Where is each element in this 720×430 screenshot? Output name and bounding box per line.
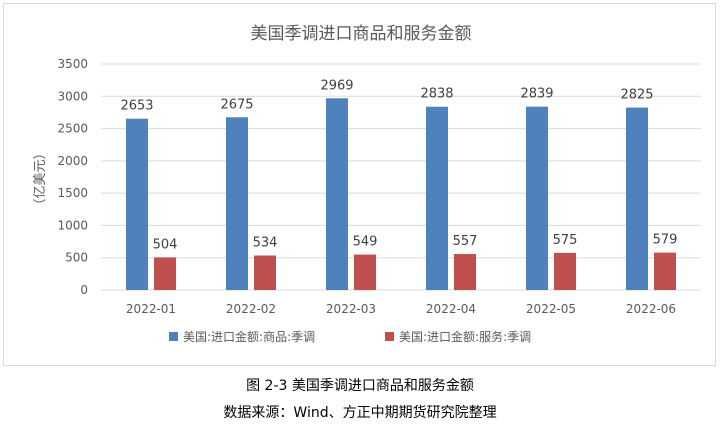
y-tick-label: 500	[65, 251, 88, 265]
legend-label-series2: 美国:进口金额:服务:季调	[399, 329, 531, 344]
legend-swatch-series1	[169, 332, 178, 341]
x-tick-label: 2022-04	[426, 302, 476, 316]
data-label: 504	[153, 237, 178, 252]
x-tick-label: 2022-02	[226, 302, 276, 316]
data-label: 557	[453, 234, 478, 249]
legend-swatch-series2	[385, 332, 394, 341]
source-caption: 数据来源：Wind、方正中期期货研究院整理	[223, 405, 497, 421]
data-label: 2825	[620, 88, 653, 103]
bar-series2	[654, 252, 676, 290]
y-tick-label: 0	[80, 283, 88, 297]
y-tick-label: 3000	[57, 89, 88, 103]
bar-series1	[426, 106, 448, 291]
chart-title: 美国季调进口商品和服务金额	[251, 24, 472, 44]
bar-series1	[526, 106, 548, 290]
chart: 美国季调进口商品和服务金额 0 500 1000 1500 2000 2500 3000 350…	[33, 24, 701, 344]
x-tick-label: 2022-06	[626, 302, 676, 316]
data-label: 2653	[120, 99, 153, 114]
legend-label-series1: 美国:进口金额:商品:季调	[183, 329, 315, 344]
y-tick-label: 3500	[57, 57, 88, 71]
figure-caption: 图 2-3 美国季调进口商品和服务金额	[246, 378, 474, 394]
x-tick-label: 2022-01	[126, 302, 176, 316]
bar-series2	[254, 255, 276, 290]
data-label: 2675	[220, 97, 253, 112]
y-tick-label: 1000	[57, 218, 88, 232]
y-axis-label: （亿美元）	[33, 146, 48, 211]
bar-series1	[226, 117, 248, 291]
bar-series1	[126, 118, 148, 290]
x-tick-label: 2022-03	[326, 302, 376, 316]
data-label: 2969	[320, 78, 353, 93]
y-tick-label: 2000	[57, 154, 88, 168]
data-label: 575	[553, 233, 578, 248]
data-label: 2839	[520, 87, 553, 102]
bar-series2	[554, 252, 576, 290]
bar-series2	[454, 254, 476, 290]
data-label: 534	[253, 236, 278, 251]
data-label: 2838	[420, 87, 453, 102]
bar-series1	[326, 98, 348, 290]
y-tick-label: 2500	[57, 122, 88, 136]
data-label: 549	[353, 235, 378, 250]
bar-series2	[154, 257, 176, 290]
y-tick-label: 1500	[57, 186, 88, 200]
data-label: 579	[653, 233, 678, 248]
bar-series1	[626, 107, 648, 290]
x-tick-label: 2022-05	[526, 302, 576, 316]
bar-series2	[354, 254, 376, 290]
chart-frame: 美国季调进口商品和服务金额 0 500 1000 1500 2000 2500 3000 350…	[3, 3, 716, 366]
